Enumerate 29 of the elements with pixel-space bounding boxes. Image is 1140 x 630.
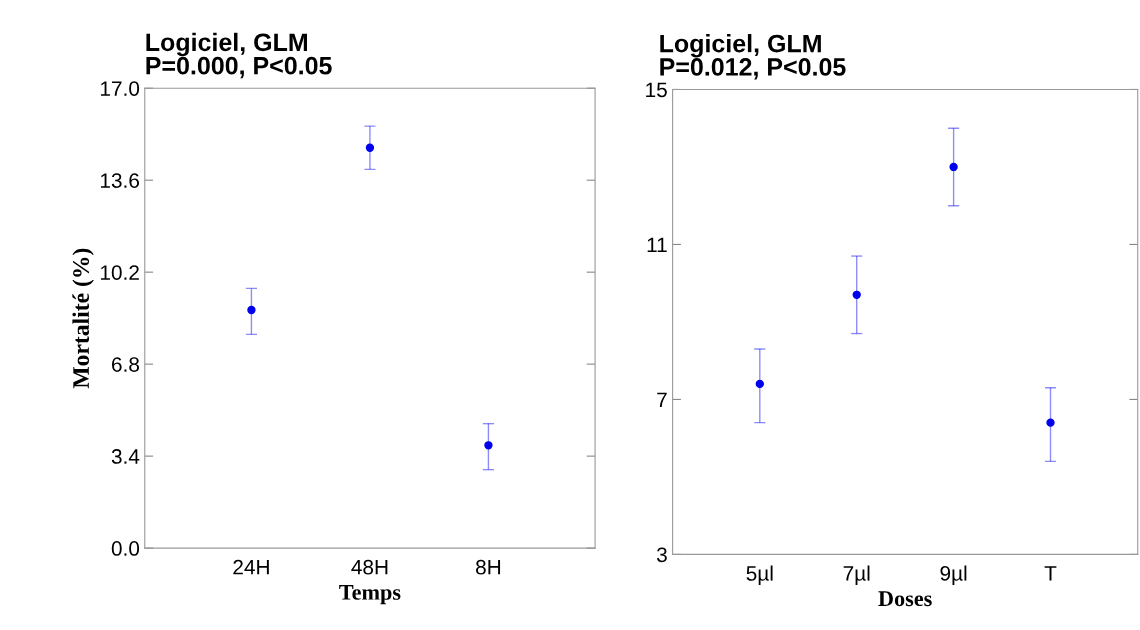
point <box>247 305 256 315</box>
y-tick-label: 6.8 <box>112 357 140 372</box>
y-tick-label: 10.2 <box>100 265 139 280</box>
x-tick-label: 8H <box>476 559 501 575</box>
y-tick-label: 11 <box>647 237 667 252</box>
point <box>949 162 958 172</box>
chart-title: Logiciel, GLM P=0.000, P<0.05 <box>146 32 332 79</box>
y-tick-label: 17.0 <box>100 81 140 96</box>
y-tick-label: 13.6 <box>100 173 140 188</box>
x-axis-title: Temps <box>339 585 401 605</box>
x-tick-label: 9µl <box>940 565 967 585</box>
x-tick-label: T <box>1044 566 1057 581</box>
x-tick-label: 24H <box>233 559 269 575</box>
y-tick-label: 15 <box>646 82 667 98</box>
y-tick-label: 3.4 <box>111 449 140 464</box>
point <box>1046 418 1055 427</box>
x-axis-title: Doses <box>878 591 932 607</box>
point <box>365 143 375 152</box>
point <box>484 441 493 450</box>
chart-title: Logiciel, GLM P=0.012, P<0.05 <box>660 34 846 80</box>
x-tick-label: 7µl <box>843 565 870 585</box>
x-tick-label: 5µl <box>746 565 773 585</box>
y-tick-label: 7 <box>657 392 667 407</box>
point <box>852 290 861 299</box>
y-tick-label: 3 <box>656 547 667 563</box>
point <box>755 379 764 389</box>
y-axis-title: Mortalité (%) <box>72 248 94 389</box>
y-tick-label: 0.0 <box>111 541 140 556</box>
x-tick-label: 48H <box>351 559 388 575</box>
